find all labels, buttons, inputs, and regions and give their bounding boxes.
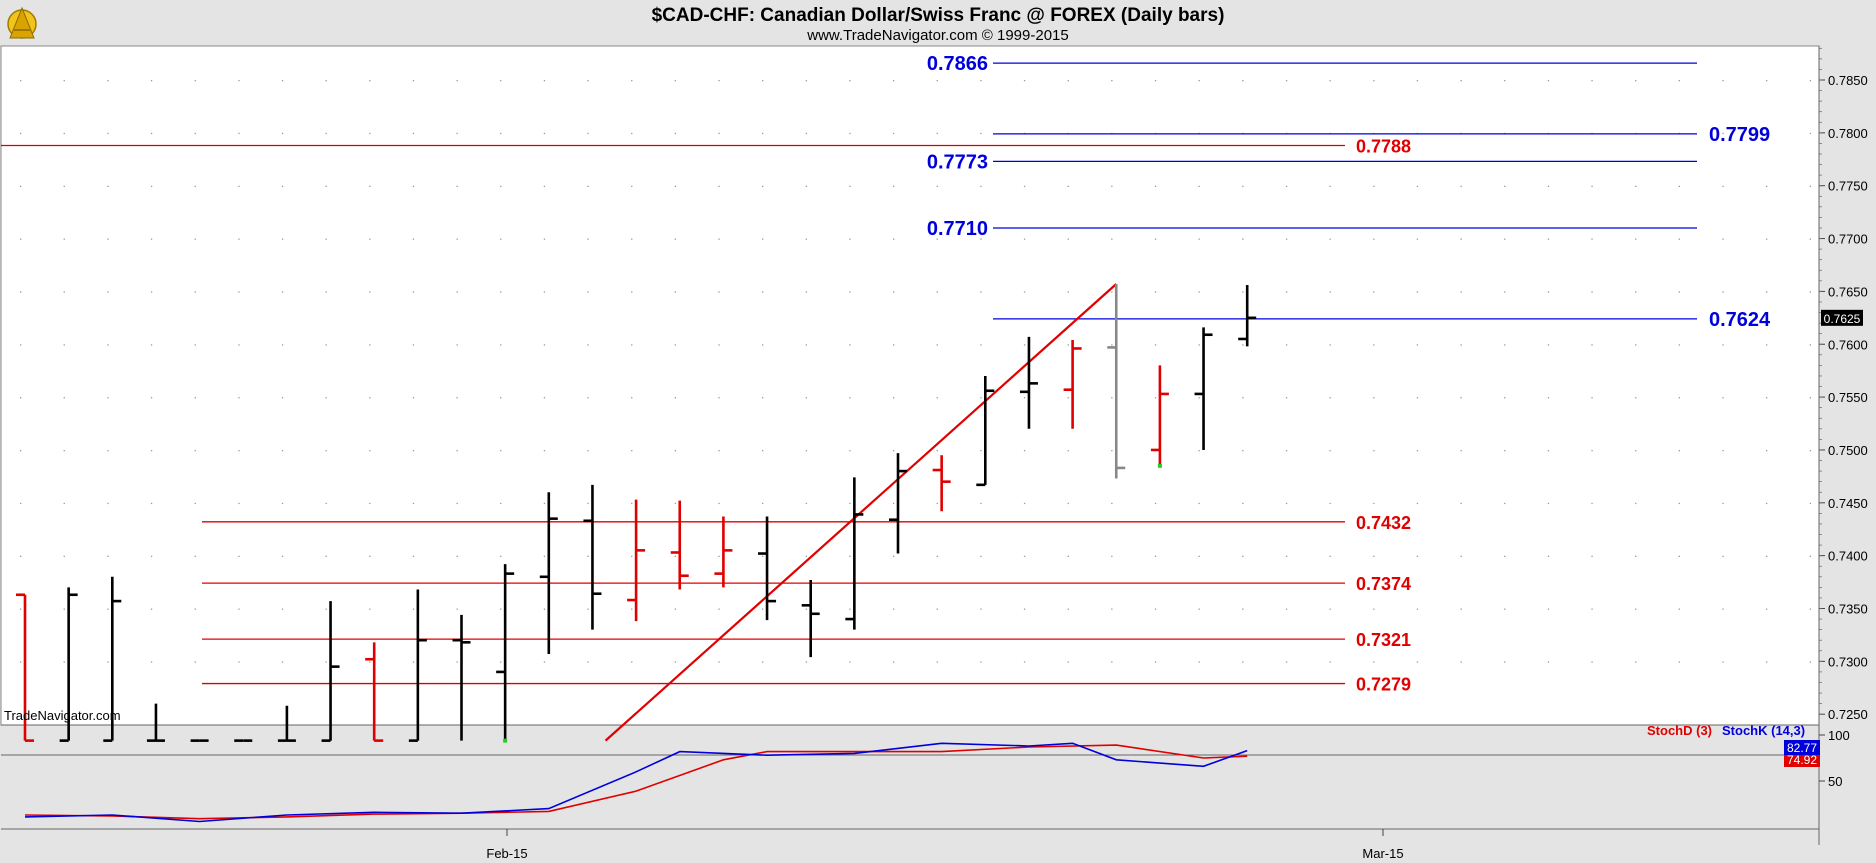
stoch-value-label: 74.92 xyxy=(1787,753,1817,767)
ohlc-bar xyxy=(452,614,471,741)
signal-marker xyxy=(503,738,508,743)
level-label: 0.7432 xyxy=(1356,513,1411,533)
ohlc-bar xyxy=(539,492,558,654)
level-label: 0.7624 xyxy=(1709,309,1771,331)
level-label: 0.7710 xyxy=(927,218,988,240)
ohlc-bar xyxy=(627,499,646,622)
price-tick-label: 0.7850 xyxy=(1828,73,1868,88)
stoch-legend-entry: StochK (14,3) xyxy=(1722,723,1805,738)
last-price-box xyxy=(1821,309,1863,326)
ohlc-bar xyxy=(365,642,384,742)
ohlc-bar xyxy=(321,601,340,742)
x-axis-label: Feb-15 xyxy=(486,846,527,861)
ohlc-bar xyxy=(146,703,165,742)
level-label: 0.7866 xyxy=(927,53,988,75)
price-panel-frame xyxy=(0,45,1820,726)
price-tick-label: 0.7350 xyxy=(1828,602,1868,617)
chart-title: $CAD-CHF: Canadian Dollar/Swiss Franc @ … xyxy=(652,5,1225,26)
ohlc-bar xyxy=(801,579,820,658)
chart-subtitle: www.TradeNavigator.com © 1999-2015 xyxy=(806,27,1068,44)
price-tick-label: 0.7400 xyxy=(1828,549,1868,564)
level-label: 0.7374 xyxy=(1356,574,1411,594)
level-label: 0.7279 xyxy=(1356,675,1411,695)
ohlc-bar xyxy=(1194,327,1213,450)
ohlc-bar xyxy=(1019,336,1038,429)
stoch-line-d xyxy=(24,744,1248,820)
price-tick-label: 0.7750 xyxy=(1828,179,1868,194)
ohlc-bar xyxy=(408,589,427,742)
stoch-tick-label: 50 xyxy=(1828,774,1842,789)
price-tick-label: 0.7500 xyxy=(1828,443,1868,458)
stoch-legend-entry: StochD (3) xyxy=(1647,723,1712,738)
ohlc-bar xyxy=(277,705,296,742)
ohlc-bar xyxy=(1063,340,1082,429)
stoch-line-k xyxy=(24,742,1248,823)
ohlc-bar xyxy=(496,564,515,741)
price-tick-label: 0.7250 xyxy=(1828,707,1868,722)
watermark-label: TradeNavigator.com xyxy=(4,708,121,723)
level-label: 0.7799 xyxy=(1709,124,1770,146)
stoch-value-box xyxy=(1784,740,1820,755)
level-label: 0.7788 xyxy=(1356,137,1411,157)
stoch-value-box xyxy=(1784,752,1820,767)
ohlc-bar xyxy=(845,477,864,630)
ohlc-bar xyxy=(889,453,907,554)
ohlc-bar xyxy=(1107,284,1126,479)
ohlc-bar xyxy=(583,484,602,630)
price-tick-label: 0.7300 xyxy=(1828,654,1868,669)
ohlc-bar xyxy=(758,516,777,621)
price-tick-label: 0.7650 xyxy=(1828,284,1868,299)
level-label: 0.7321 xyxy=(1356,630,1411,650)
trade-navigator-logo-icon xyxy=(7,6,37,39)
stoch-value-label: 82.77 xyxy=(1787,741,1817,755)
level-label: 0.7773 xyxy=(927,151,988,173)
ohlc-bar xyxy=(103,576,122,742)
x-axis-label: Mar-15 xyxy=(1362,846,1403,861)
price-tick-label: 0.7800 xyxy=(1828,126,1868,141)
ohlc-bar xyxy=(16,593,34,742)
ohlc-bar xyxy=(714,516,733,588)
trendline xyxy=(604,283,1117,742)
price-tick-label: 0.7450 xyxy=(1828,496,1868,511)
ohlc-bar xyxy=(1238,285,1257,347)
ohlc-bar xyxy=(976,375,995,487)
ohlc-bar xyxy=(932,455,951,512)
signal-marker xyxy=(1157,463,1162,468)
price-tick-label: 0.7700 xyxy=(1828,232,1868,247)
price-tick-label: 0.7550 xyxy=(1828,390,1868,405)
last-price-label: 0.7625 xyxy=(1824,312,1861,326)
ohlc-bar xyxy=(1150,365,1169,466)
stoch-tick-label: 100 xyxy=(1828,728,1850,743)
price-tick-label: 0.7600 xyxy=(1828,337,1868,352)
ohlc-bar xyxy=(670,500,689,590)
ohlc-bar xyxy=(59,587,78,742)
